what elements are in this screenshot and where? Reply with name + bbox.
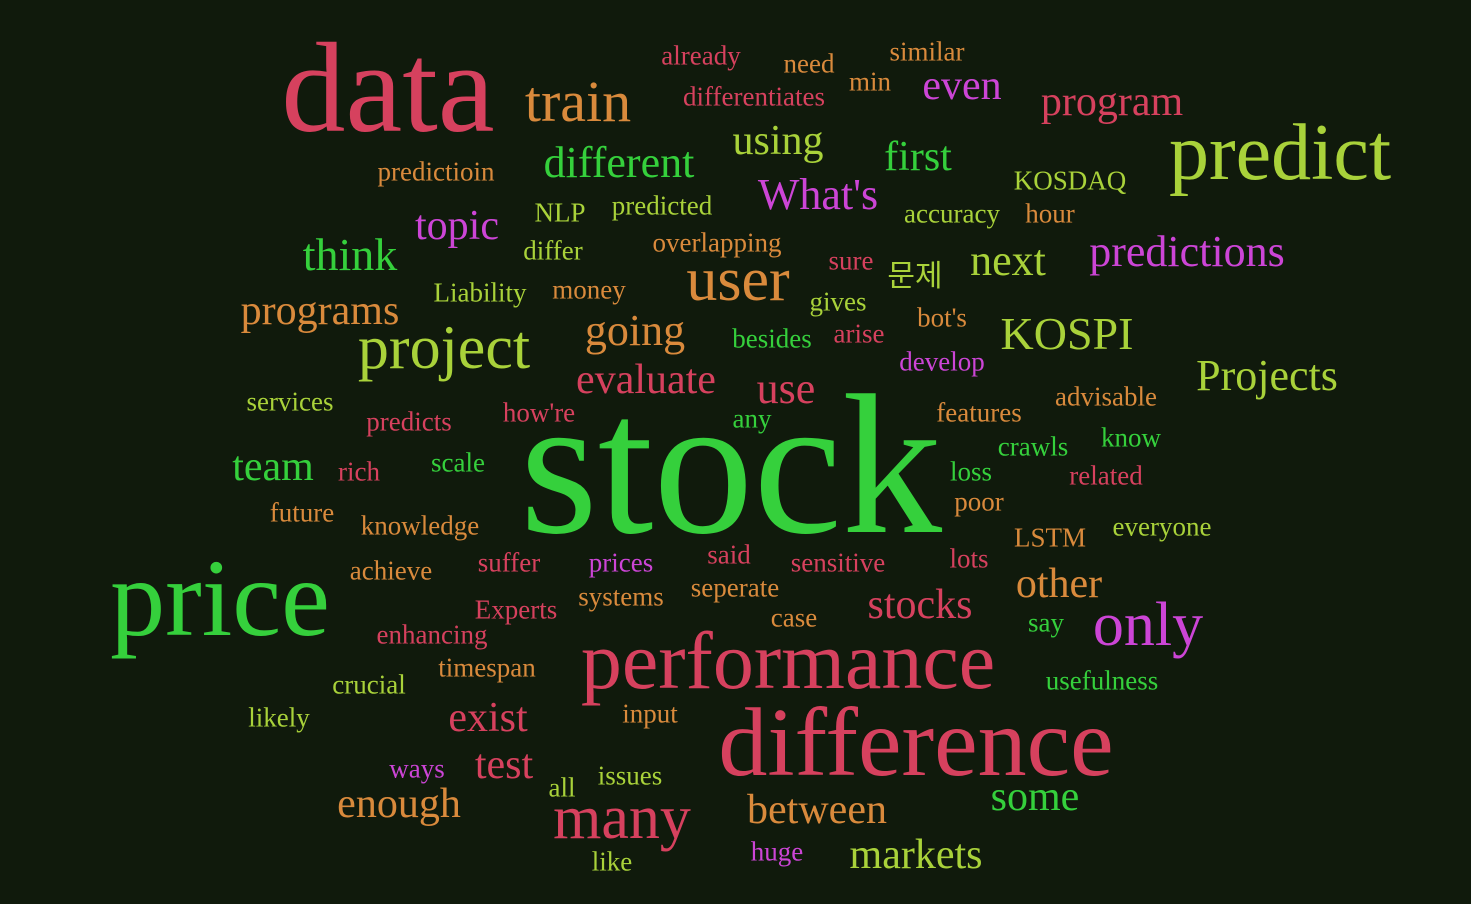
word-different: different [543, 138, 695, 187]
word-project: project [357, 314, 531, 382]
word-develop: develop [899, 346, 985, 377]
word-some: some [990, 774, 1080, 820]
word-rich: rich [338, 456, 380, 487]
word-whats: What's [757, 170, 879, 219]
word-besides: besides [732, 323, 812, 354]
word-issues: issues [597, 760, 663, 791]
word-kospi: KOSPI [1000, 308, 1134, 359]
word-input: input [622, 698, 678, 729]
word-suffer: suffer [477, 547, 541, 578]
word-data: data [281, 17, 495, 159]
word-money: money [552, 274, 626, 305]
word-difference: difference [718, 689, 1114, 797]
word-achieve: achieve [349, 555, 433, 586]
word-between: between [747, 787, 887, 833]
word-all: all [548, 772, 576, 803]
word-said: said [707, 539, 751, 570]
word-systems: systems [578, 581, 664, 612]
word-likely: likely [248, 702, 310, 733]
word-nlp: NLP [534, 197, 586, 228]
word-going: going [584, 306, 686, 355]
word-like: like [591, 846, 633, 877]
word-huge: huge [750, 836, 804, 867]
word-services: services [246, 386, 334, 417]
word-any: any [732, 403, 772, 434]
word-think: think [302, 229, 398, 280]
word-min: min [848, 66, 892, 97]
word-seperate: seperate [690, 572, 780, 603]
word-kosdaq: KOSDAQ [1013, 165, 1127, 196]
word-related: related [1069, 460, 1143, 491]
word-team: team [232, 444, 314, 490]
word-arise: arise [833, 318, 885, 349]
word-even: even [922, 63, 1002, 109]
word-future: future [269, 497, 335, 528]
word-predictioin: predictioin [377, 156, 495, 187]
word-stock: stock [519, 355, 943, 576]
word-enough: enough [337, 781, 461, 827]
word-predict: predict [1168, 109, 1392, 197]
word-predictions: predictions [1089, 227, 1285, 276]
word-accuracy: accuracy [904, 198, 1000, 229]
word-using: using [732, 118, 824, 164]
word-lstm: LSTM [1013, 522, 1087, 553]
word-knowledge: knowledge [360, 510, 480, 541]
word-stocks: stocks [867, 582, 973, 628]
word-experts: Experts [474, 594, 558, 625]
word-projects: Projects [1196, 351, 1338, 400]
word-program: program [1040, 79, 1184, 125]
word-topic: topic [415, 203, 499, 249]
word-exist: exist [448, 695, 528, 741]
word-performance: performance [580, 615, 996, 706]
word-crucial: crucial [332, 669, 406, 700]
word-gives: gives [809, 286, 867, 317]
word-train: train [524, 69, 632, 134]
word-features: features [936, 397, 1022, 428]
word-howre: how're [502, 397, 576, 428]
word-overlapping: overlapping [652, 227, 782, 258]
word-timespan: timespan [438, 652, 536, 683]
word-sure: sure [828, 245, 874, 276]
word-poor: poor [954, 486, 1004, 517]
word-ways: ways [389, 753, 445, 784]
word-price: price [110, 537, 330, 659]
word-use: use [756, 364, 816, 413]
word-differ: differ [523, 235, 583, 266]
word-liability: Liability [433, 277, 527, 308]
word-crawls: crawls [997, 431, 1069, 462]
word-usefulness: usefulness [1045, 665, 1159, 696]
word-evaluate: evaluate [576, 357, 716, 403]
word-markets: markets [849, 832, 983, 878]
word-next: next [970, 236, 1046, 285]
word-many: many [553, 784, 691, 852]
word-lots: lots [949, 543, 989, 574]
word-loss: loss [949, 456, 993, 487]
word-predicts: predicts [366, 406, 452, 437]
word-only: only [1092, 591, 1204, 659]
word-everyone: everyone [1112, 511, 1212, 542]
word-test: test [474, 742, 534, 788]
word-predicted: predicted [611, 190, 713, 221]
word-already: already [661, 40, 741, 71]
word-programs: programs [240, 288, 400, 334]
word-scale: scale [431, 447, 485, 478]
word-sensitive: sensitive [790, 547, 886, 578]
word-enhancing: enhancing [376, 619, 488, 650]
word-other: other [1015, 561, 1103, 607]
word-advisable: advisable [1055, 381, 1157, 412]
word-need: need [783, 48, 835, 79]
word-case: case [770, 602, 818, 633]
word-first: first [884, 134, 952, 180]
word-user: user [686, 246, 790, 314]
word-say: say [1028, 607, 1064, 638]
word-know: know [1101, 422, 1161, 453]
word-munje: 문제 [887, 260, 943, 293]
word-hour: hour [1025, 198, 1075, 229]
word-similar: similar [889, 36, 965, 67]
word-differentiates: differentiates [683, 81, 825, 112]
word-prices: prices [588, 547, 654, 578]
word-bots: bot's [917, 302, 967, 333]
